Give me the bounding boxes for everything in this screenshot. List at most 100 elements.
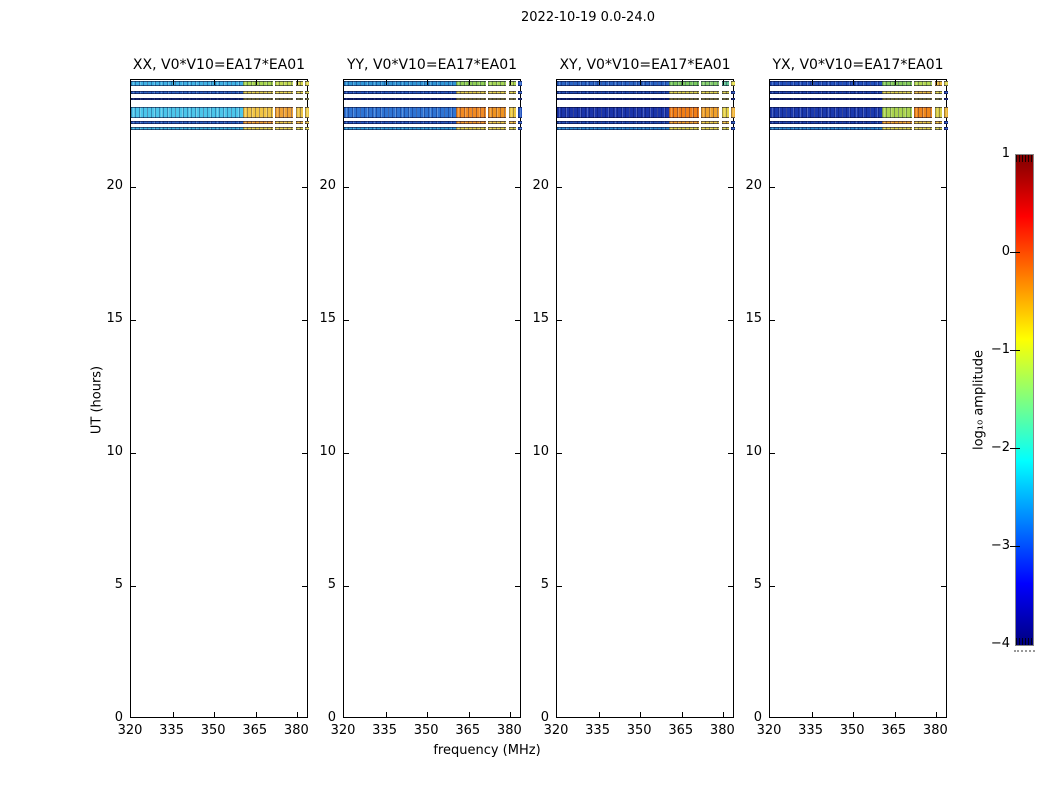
axis-tick (131, 319, 136, 321)
stripe-segment (934, 107, 942, 119)
stripe-segment (943, 107, 948, 119)
axis-tick (344, 186, 349, 188)
y-tick-label: 20 (532, 177, 549, 193)
stripe-segment (669, 91, 699, 95)
stripe-segment (517, 91, 522, 95)
y-tick-label: 10 (319, 443, 336, 459)
axis-tick (811, 712, 813, 717)
stripe-segment (934, 91, 942, 95)
stripe-segment (730, 107, 735, 119)
stripe-segment (701, 97, 720, 101)
stripe-segment (508, 91, 516, 95)
stripe-left-band (557, 97, 670, 101)
x-tick-label: 335 (372, 723, 397, 738)
stripe-left-band (770, 107, 883, 119)
stripe-left-band (131, 91, 244, 95)
stripe-segment (882, 91, 912, 95)
stripe-segment (914, 121, 933, 124)
axis-tick (302, 452, 307, 454)
data-stripe (131, 91, 309, 95)
axis-tick (344, 319, 349, 321)
stripe-segment (721, 91, 729, 95)
x-axis-label: frequency (MHz) (433, 743, 541, 758)
stripe-left-band (344, 91, 457, 95)
x-tick-label: 380 (283, 723, 309, 738)
panel-title: YX, V0*V10=EA17*EA01 (772, 57, 944, 73)
stripe-segment (275, 97, 294, 101)
stripe-left-band (557, 107, 670, 119)
stripe-segment (456, 126, 486, 130)
axis-tick (302, 186, 307, 188)
axis-tick (941, 319, 946, 321)
data-stripe (131, 126, 309, 130)
data-stripe (344, 126, 522, 130)
stripe-segment (721, 97, 729, 101)
axis-tick (723, 80, 725, 85)
stripe-left-band (131, 126, 244, 130)
axis-tick (557, 319, 562, 321)
stripe-segment (701, 107, 720, 119)
axis-tick (385, 80, 387, 85)
stripe-segment (275, 121, 294, 124)
stripe-segment (275, 126, 294, 130)
panel-title: YY, V0*V10=EA17*EA01 (346, 57, 518, 73)
y-tick-label: 20 (106, 177, 123, 193)
y-tick-label: 5 (540, 576, 549, 592)
axis-tick (723, 712, 725, 717)
stripe-segment (508, 81, 516, 87)
stripe-segment (669, 97, 699, 101)
heatmap-panel (769, 79, 948, 718)
axis-tick (557, 585, 562, 587)
stripe-segment (456, 91, 486, 95)
y-tick-label: 10 (532, 443, 549, 459)
stripe-segment (943, 91, 948, 95)
axis-tick (255, 80, 257, 85)
stripe-segment (914, 81, 933, 87)
stripe-segment (721, 81, 729, 87)
x-tick-label: 365 (668, 723, 694, 738)
axis-tick (936, 80, 938, 85)
stripe-left-band (131, 121, 244, 124)
stripe-left-band (770, 97, 883, 101)
x-tick-label: 350 (413, 723, 439, 738)
axis-tick (894, 80, 896, 85)
stripe-segment (304, 81, 309, 87)
stripe-segment (701, 121, 720, 124)
x-tick-label: 365 (455, 723, 481, 738)
data-stripe (557, 107, 735, 119)
axis-tick (468, 80, 470, 85)
stripe-segment (943, 126, 948, 130)
stripe-segment (914, 126, 933, 130)
stripe-segment (882, 81, 912, 87)
stripe-segment (934, 97, 942, 101)
axis-tick (131, 585, 136, 587)
stripe-left-band (770, 126, 883, 130)
colorbar-tick (1010, 350, 1020, 351)
stripe-left-band (770, 81, 883, 87)
stripe-segment (295, 121, 303, 124)
y-tick-label: 5 (753, 576, 762, 592)
stripe-segment (508, 107, 516, 119)
stripe-segment (934, 121, 942, 124)
stripe-left-band (131, 81, 244, 87)
data-stripe (770, 91, 948, 95)
y-tick-label: 0 (540, 710, 549, 725)
y-tick-label: 5 (327, 576, 336, 592)
y-tick-label: 20 (319, 177, 336, 193)
axis-tick (297, 712, 299, 717)
stripe-segment (275, 107, 294, 119)
stripe-segment (508, 121, 516, 124)
stripe-segment (882, 97, 912, 101)
x-tick-label: 350 (200, 723, 226, 738)
axis-tick (344, 452, 349, 454)
stripe-segment (243, 81, 273, 87)
y-tick-label: 0 (753, 710, 762, 725)
data-stripe (770, 97, 948, 101)
colorbar-tick-label: 0 (1001, 244, 1010, 259)
stripe-segment (730, 126, 735, 130)
axis-tick (941, 452, 946, 454)
stripe-segment (275, 81, 294, 87)
axis-tick (214, 712, 216, 717)
stripe-segment (304, 91, 309, 95)
axis-tick (385, 712, 387, 717)
